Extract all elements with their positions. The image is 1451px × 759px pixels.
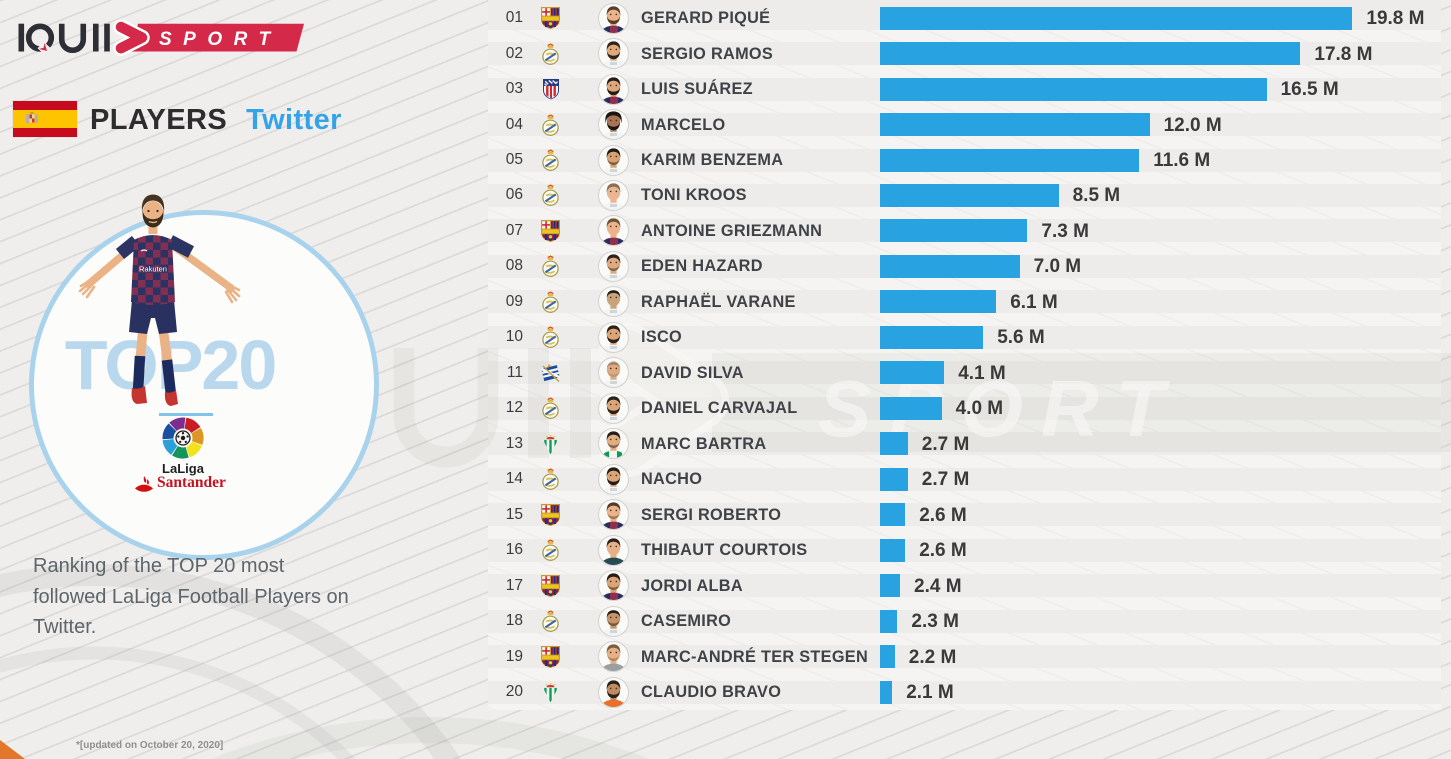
svg-text:SPORT: SPORT bbox=[818, 364, 1182, 453]
svg-text:Rakuten: Rakuten bbox=[139, 265, 167, 274]
svg-text:SPORT: SPORT bbox=[159, 29, 282, 50]
